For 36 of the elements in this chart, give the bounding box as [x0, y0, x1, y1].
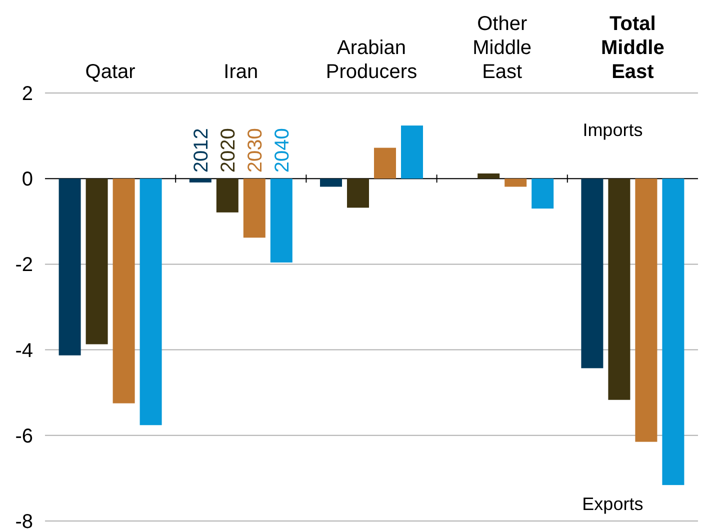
y-tick-label: -2 [15, 254, 33, 276]
annotation: Imports [582, 120, 643, 140]
bar [140, 178, 162, 426]
bar [112, 178, 135, 404]
x-tick-label: Iran [224, 61, 258, 83]
bar [374, 148, 396, 179]
bar [635, 178, 658, 442]
x-tick-label: Other Middle East [472, 13, 532, 83]
bar [189, 178, 212, 182]
bar [320, 178, 342, 187]
bar [401, 126, 423, 179]
bar [86, 178, 108, 344]
y-tick-label: -6 [15, 425, 33, 448]
text: 2030 [244, 128, 266, 173]
bar [478, 173, 500, 179]
bar [608, 178, 630, 400]
x-tick-label: Qatar [85, 61, 136, 83]
bar [662, 178, 684, 486]
bar [532, 178, 554, 209]
text: 2012 [190, 128, 212, 173]
y-tick-label: 0 [22, 168, 33, 191]
text: 2020 [217, 128, 240, 173]
x-tick-label: Total Middle East [601, 13, 664, 83]
y-tick-label: -8 [15, 511, 33, 529]
bar [581, 178, 604, 368]
bar [270, 178, 292, 262]
bar [504, 178, 527, 187]
x-tick-label: Arabian Producers [326, 37, 418, 83]
bar [347, 178, 369, 208]
y-tick-label: -4 [15, 340, 33, 362]
bar [216, 178, 238, 212]
text: 2040 [271, 128, 294, 173]
y-tick-label: 2 [22, 83, 33, 105]
bar [243, 178, 266, 238]
annotation: Exports [582, 494, 644, 514]
bar [58, 178, 81, 356]
